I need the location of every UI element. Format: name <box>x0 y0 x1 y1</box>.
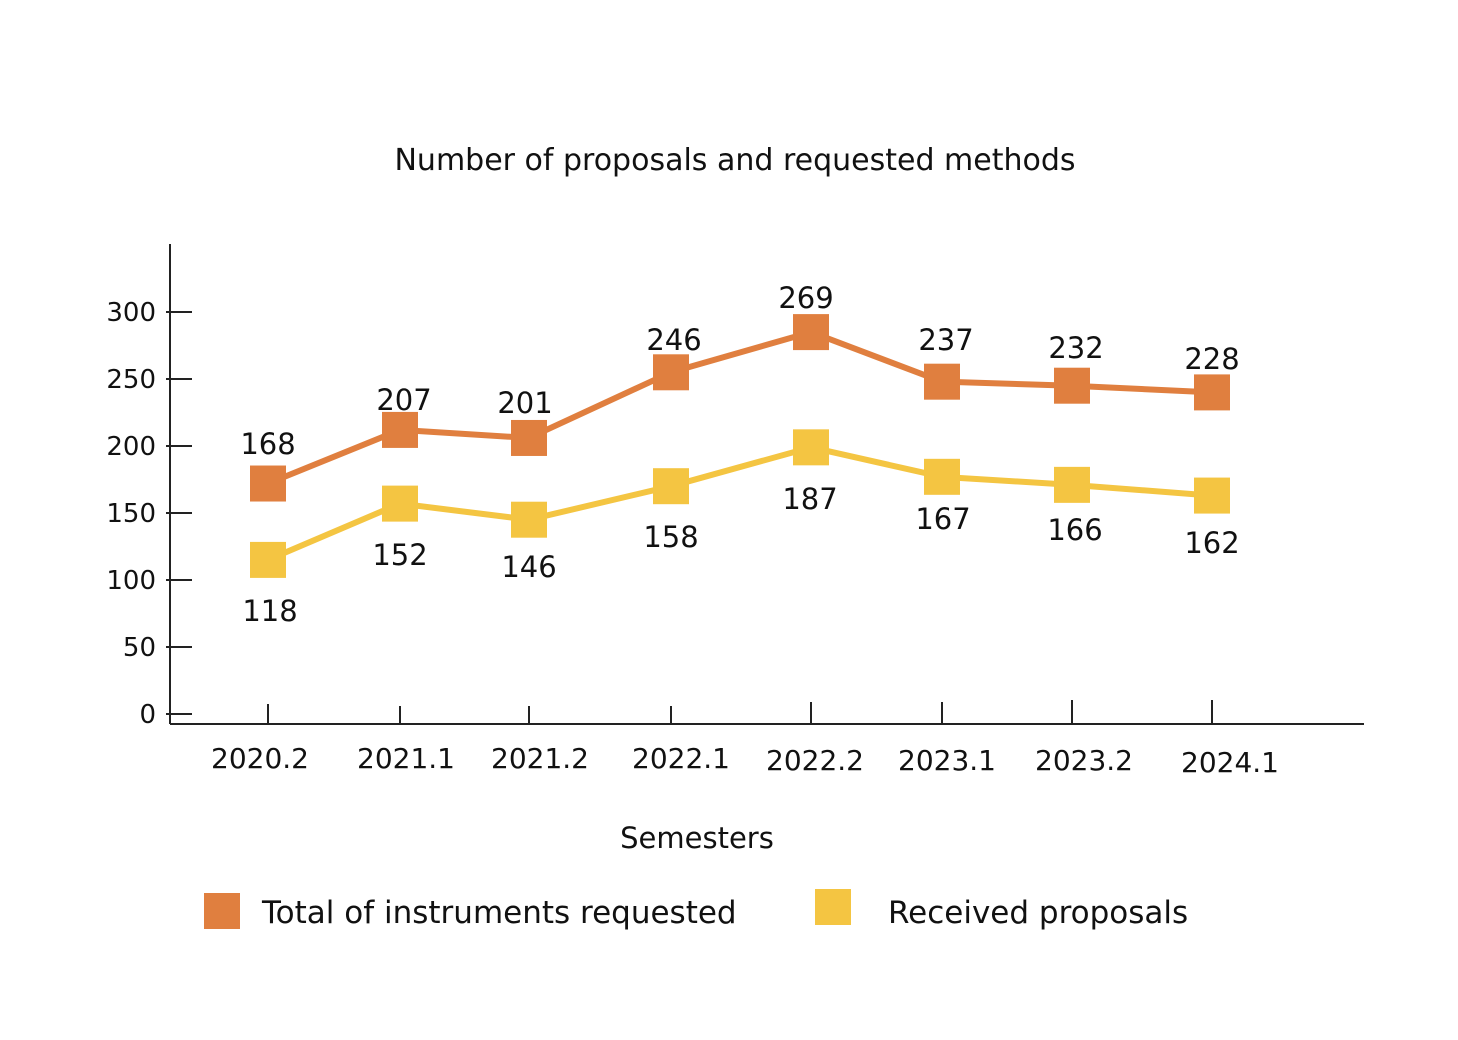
data-label: 228 <box>1184 342 1239 376</box>
data-point-marker <box>653 468 689 505</box>
x-tick-label: 2021.1 <box>357 742 455 775</box>
x-tick-label: 2022.2 <box>766 744 864 777</box>
legend-swatch <box>815 889 851 925</box>
data-label: 187 <box>782 482 837 516</box>
chart-title: Number of proposals and requested method… <box>394 143 1075 178</box>
data-point-marker <box>924 363 960 400</box>
data-point-marker <box>1054 367 1090 404</box>
data-label: 207 <box>376 383 431 417</box>
data-label: 118 <box>242 594 297 628</box>
data-point-marker <box>250 465 286 502</box>
series-group: 118 152 146 158 187 167 166 162 <box>242 429 1240 628</box>
data-label: 158 <box>643 520 698 554</box>
data-point-marker <box>653 354 689 391</box>
x-tick-label: 2020.2 <box>211 742 309 775</box>
y-tick-label: 200 <box>106 432 156 462</box>
data-label: 246 <box>646 323 701 357</box>
legend-label: Total of instruments requested <box>261 895 737 931</box>
data-label: 237 <box>918 323 973 357</box>
legend: Total of instruments requested Received p… <box>204 889 1188 931</box>
x-tick-label: 2021.2 <box>491 742 589 775</box>
y-tick-label: 250 <box>106 365 156 395</box>
data-point-marker <box>1194 477 1230 514</box>
y-tick-label: 300 <box>106 298 156 328</box>
legend-item: Total of instruments requested <box>204 893 737 931</box>
data-point-marker <box>924 458 960 495</box>
data-label: 201 <box>497 386 552 420</box>
data-point-marker <box>1194 374 1230 411</box>
data-point-marker <box>511 501 547 538</box>
series-line <box>266 444 1213 563</box>
y-tick-label: 0 <box>139 700 156 730</box>
data-point-marker <box>511 419 547 456</box>
data-point-marker <box>382 411 418 448</box>
series-group: 168 207 201 246 269 237 232 228 <box>240 281 1240 502</box>
data-point-marker <box>793 429 829 466</box>
x-tick-label: 2023.2 <box>1035 744 1133 777</box>
x-tick-label: 2024.1 <box>1181 746 1279 779</box>
data-point-marker <box>793 314 829 351</box>
data-label: 168 <box>240 427 295 461</box>
y-tick-label: 50 <box>123 633 156 663</box>
axes: 0 50 100 150 200 250 300 2020.2 2021.1 2021.2 2022… <box>106 244 1364 779</box>
data-label: 146 <box>501 550 556 584</box>
y-tick-label: 150 <box>106 499 156 529</box>
x-tick-label: 2022.1 <box>632 742 730 775</box>
data-label: 269 <box>778 281 833 315</box>
data-label: 152 <box>372 538 427 572</box>
x-tick-label: 2023.1 <box>898 744 996 777</box>
x-axis-title: Semesters <box>620 821 774 855</box>
legend-swatch <box>204 893 240 929</box>
legend-item: Received proposals <box>815 889 1188 931</box>
data-label: 166 <box>1047 513 1102 547</box>
data-point-marker <box>250 541 286 578</box>
series-line <box>266 329 1213 487</box>
data-label: 167 <box>915 502 970 536</box>
data-point-marker <box>382 485 418 522</box>
y-tick-label: 100 <box>106 566 156 596</box>
data-point-marker <box>1054 466 1090 503</box>
data-label: 162 <box>1184 526 1239 560</box>
legend-label: Received proposals <box>888 895 1188 931</box>
data-label: 232 <box>1048 331 1103 365</box>
